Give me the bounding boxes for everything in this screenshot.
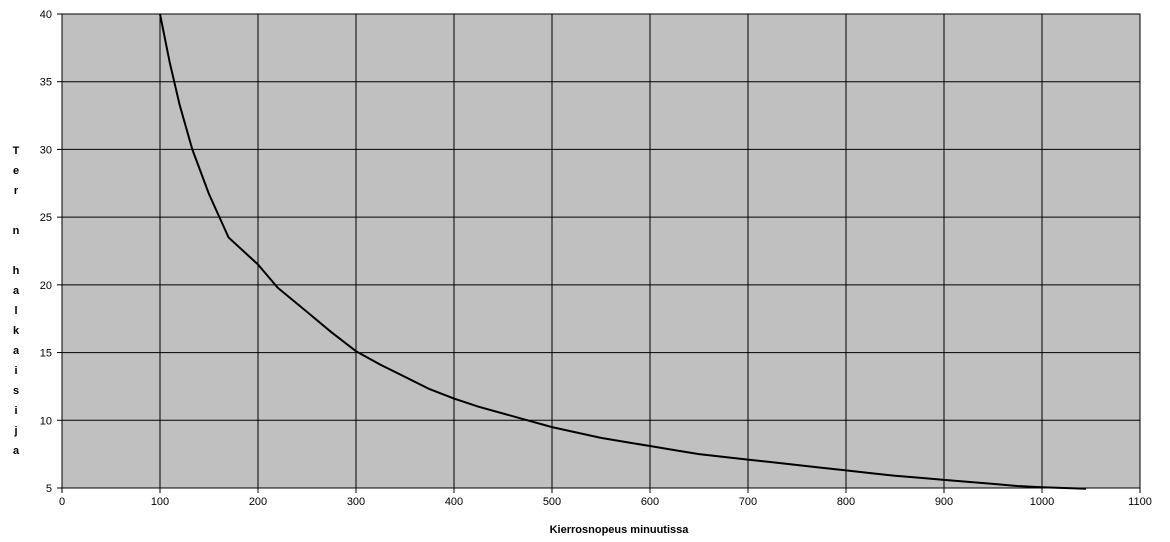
y-axis-title-letter: n	[13, 225, 20, 237]
x-tick-label: 200	[249, 496, 267, 508]
x-tick-label: 1100	[1128, 496, 1152, 508]
y-axis-title-letter: a	[13, 345, 20, 357]
x-axis-tick-labels: 0 100 200 300 400 500 600 700 800 900 1000 1100	[59, 496, 1152, 508]
plot-area	[62, 14, 1140, 488]
x-tick-label: 900	[935, 496, 953, 508]
y-tick-label: 35	[40, 77, 52, 89]
y-axis-title-letter: a	[13, 445, 20, 457]
y-axis-title-letter: l	[14, 305, 17, 317]
y-tick-label: 10	[40, 415, 52, 427]
x-tick-label: 0	[59, 496, 65, 508]
plot-border	[61, 13, 1141, 489]
x-tick-label: 500	[543, 496, 561, 508]
x-tick-label: 600	[641, 496, 659, 508]
y-tick-label: 40	[40, 9, 52, 21]
x-tick-label: 300	[347, 496, 365, 508]
series-line	[159, 13, 1087, 490]
y-axis-title-letter: a	[13, 285, 20, 297]
x-axis-ticks	[61, 488, 1141, 493]
y-tick-label: 5	[46, 483, 52, 495]
y-axis-title-letter: k	[13, 325, 20, 337]
x-tick-label: 100	[151, 496, 169, 508]
y-axis-title-letter: i	[14, 365, 17, 377]
x-tick-label: 1000	[1030, 496, 1054, 508]
x-tick-label: 800	[837, 496, 855, 508]
y-axis-title-letter: r	[14, 185, 19, 197]
y-axis-tick-labels: 5 10 15 20 25 30 35 40	[40, 9, 52, 495]
y-axis-title-letter: e	[13, 165, 19, 177]
y-tick-label: 30	[40, 144, 52, 156]
y-axis-title-letter: j	[13, 425, 17, 437]
y-tick-label: 15	[40, 348, 52, 360]
y-axis-title-letter: T	[13, 145, 20, 157]
y-tick-label: 25	[40, 212, 52, 224]
y-axis-title-letter: i	[14, 405, 17, 417]
y-axis-title-letter: s	[13, 385, 19, 397]
y-axis-ticks	[57, 13, 62, 489]
x-tick-label: 700	[739, 496, 757, 508]
x-tick-label: 400	[445, 496, 463, 508]
y-tick-label: 20	[40, 280, 52, 292]
x-axis-title: Kierrosnopeus minuutissa	[550, 524, 690, 536]
y-axis-title-letter: h	[13, 265, 20, 277]
